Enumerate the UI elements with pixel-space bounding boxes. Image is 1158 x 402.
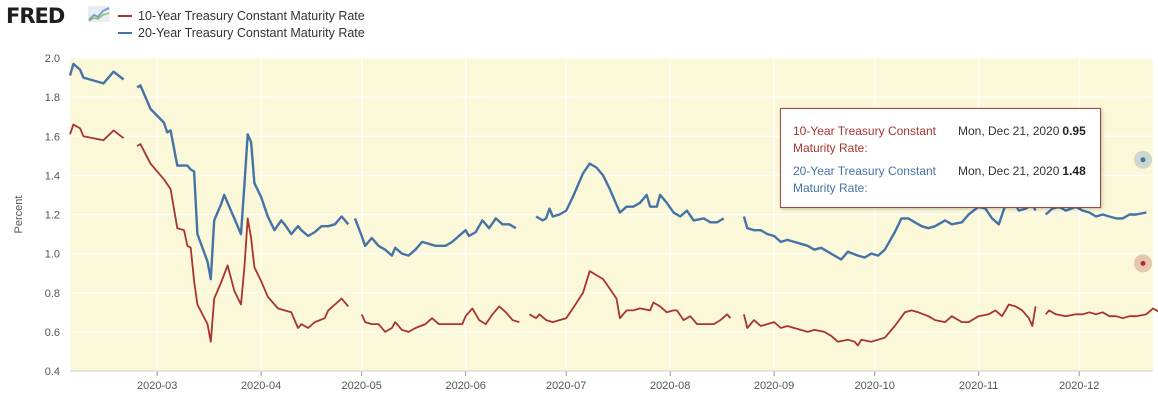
y-tick-label: 0.4: [45, 366, 60, 378]
series-line-segment[interactable]: [535, 162, 725, 224]
series-line-segment[interactable]: [68, 62, 125, 85]
y-axis-label: Percent: [13, 196, 25, 234]
y-tick-label: 1.8: [45, 92, 60, 104]
series-line-segment[interactable]: [1045, 289, 1158, 320]
y-tick-label: 1.2: [45, 210, 60, 222]
series-line-segment[interactable]: [743, 303, 1037, 347]
y-tick-label: 0.6: [45, 327, 60, 339]
fred-chart-icon: [88, 6, 110, 22]
series-line-segment[interactable]: [1044, 205, 1147, 220]
x-tick-label: 2020-07: [546, 380, 586, 392]
legend-swatch-10y: [118, 15, 132, 17]
x-tick-label: 2020-12: [1059, 380, 1099, 392]
y-tick-label: 1.0: [45, 249, 60, 261]
tooltip-series-name: 20-Year Treasury Constant Maturity Rate:: [793, 164, 936, 195]
hover-markers: [1134, 150, 1152, 273]
chart-header: FRED 10-Year Treasury Constant Maturity …: [0, 0, 1158, 44]
hover-point-10y[interactable]: [1140, 260, 1146, 266]
series-line-segment[interactable]: [742, 197, 1037, 261]
tooltip-date-text: Mon, Dec 21, 2020: [958, 124, 1060, 138]
x-tick-label: 2020-03: [137, 380, 177, 392]
tooltip-value: 0.95: [1062, 124, 1086, 138]
x-tick-label: 2020-11: [959, 380, 999, 392]
tooltip-date: Mon, Dec 21, 2020 0.95: [958, 123, 1086, 140]
series-layer: [68, 62, 1158, 347]
fred-logo[interactable]: FRED: [6, 4, 65, 28]
series-10y: [69, 123, 1158, 347]
x-tick-label: 2020-06: [445, 380, 485, 392]
y-tick-label: 2.0: [45, 53, 60, 65]
hover-point-20y[interactable]: [1140, 157, 1146, 163]
y-axis-ticks: 0.4 0.6 0.8 1.0 1.2 1.4 1.6 1.8 2.0: [45, 53, 60, 378]
x-axis-ticks: 2020-03 2020-04 2020-05 2020-06 2020-07 2020-…: [70, 370, 1153, 392]
y-tick-label: 0.8: [45, 288, 60, 300]
series-line-segment[interactable]: [136, 84, 350, 281]
x-tick-label: 2020-04: [241, 380, 281, 392]
legend-swatch-20y: [118, 32, 132, 34]
series-line-segment[interactable]: [528, 270, 732, 326]
tooltip-value: 1.48: [1062, 164, 1086, 178]
x-tick-label: 2020-05: [342, 380, 382, 392]
hover-tooltip: 10-Year Treasury Constant Maturity Rate:…: [780, 108, 1101, 208]
legend-item-10y[interactable]: 10-Year Treasury Constant Maturity Rate: [118, 8, 365, 24]
y-tick-label: 1.6: [45, 131, 60, 143]
x-tick-label: 2020-08: [650, 380, 690, 392]
series-20y: [68, 62, 1147, 281]
series-line-segment[interactable]: [360, 305, 520, 333]
y-tick-label: 1.4: [45, 170, 60, 182]
series-line-segment[interactable]: [136, 143, 349, 343]
legend-item-20y[interactable]: 20-Year Treasury Constant Maturity Rate: [118, 25, 365, 41]
legend-label-10y: 10-Year Treasury Constant Maturity Rate: [138, 9, 365, 23]
legend-label-20y: 20-Year Treasury Constant Maturity Rate: [138, 26, 365, 40]
x-tick-label: 2020-10: [855, 380, 895, 392]
series-line-segment[interactable]: [69, 123, 125, 142]
tooltip-series-name: 10-Year Treasury Constant Maturity Rate:: [793, 124, 936, 155]
x-tick-label: 2020-09: [754, 380, 794, 392]
tooltip-date: Mon, Dec 21, 2020 1.48: [958, 163, 1086, 180]
series-line-segment[interactable]: [353, 217, 517, 257]
tooltip-date-text: Mon, Dec 21, 2020: [958, 164, 1060, 178]
